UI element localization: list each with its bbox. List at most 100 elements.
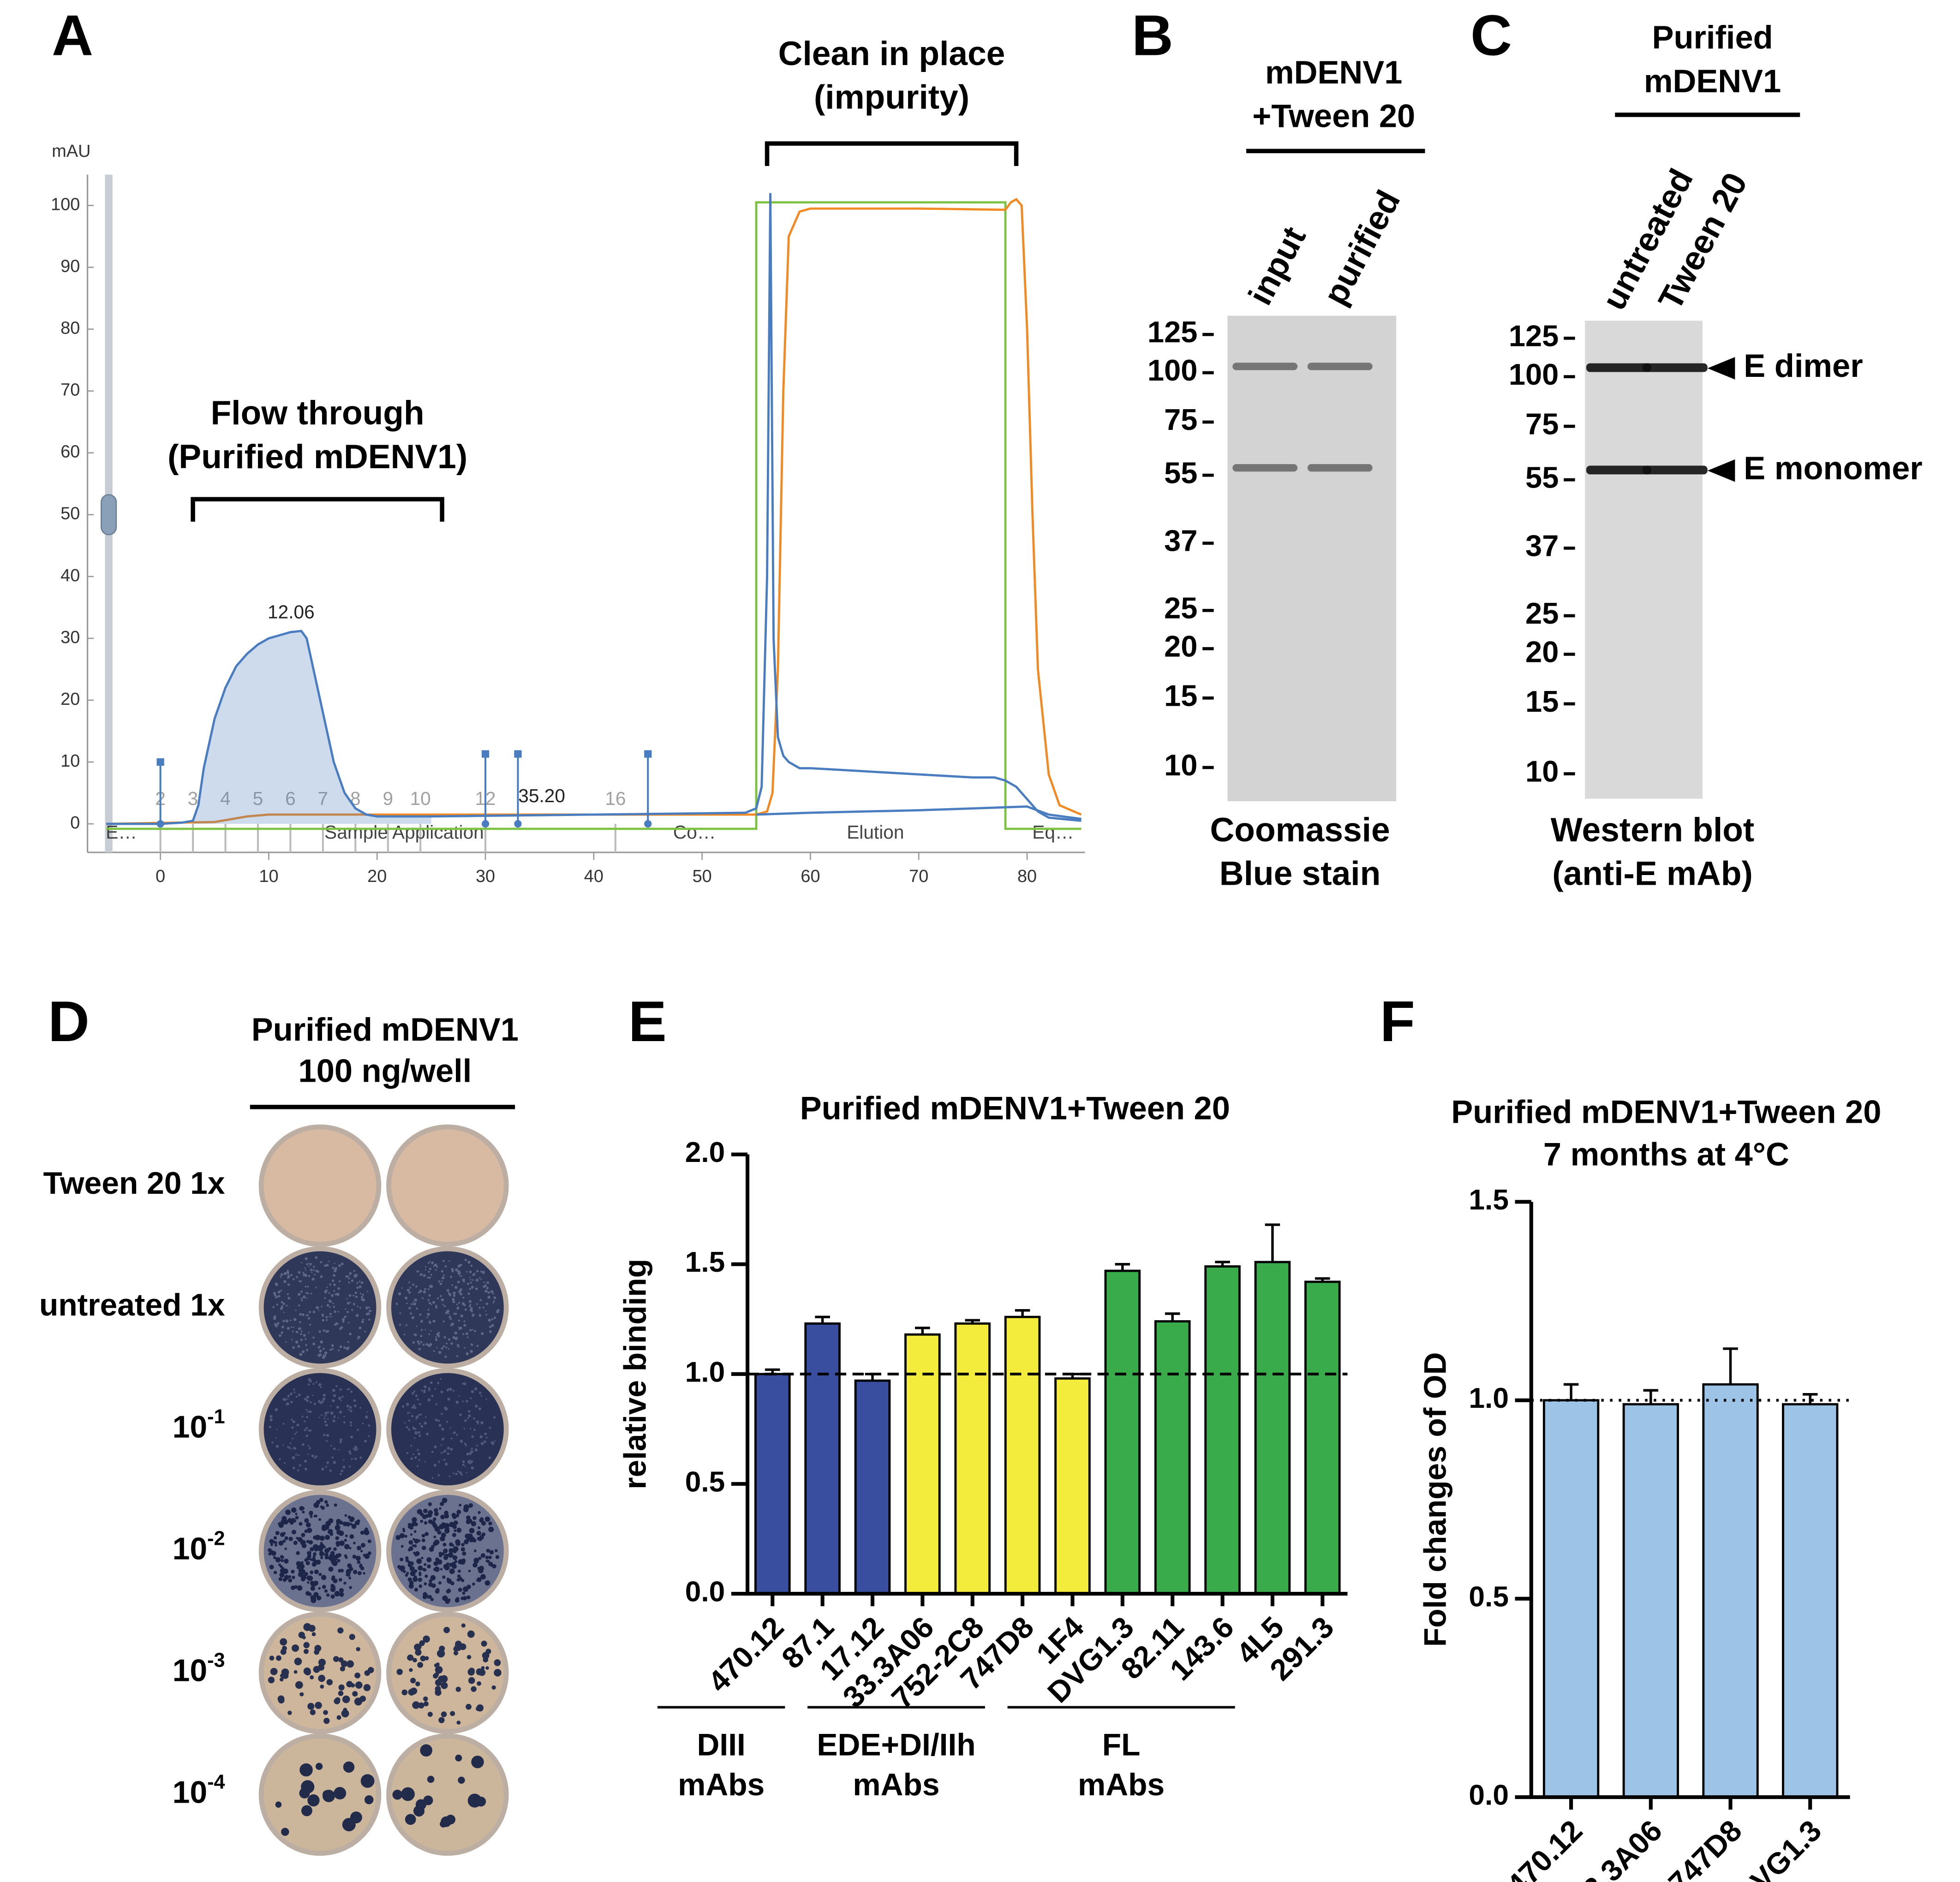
plaque: [322, 1584, 326, 1589]
plaque: [298, 1454, 299, 1456]
plaque: [417, 1448, 419, 1451]
plaque: [361, 1281, 364, 1284]
plaque: [368, 1310, 371, 1312]
plaque: [298, 1567, 304, 1573]
plaque: [443, 1548, 448, 1554]
plaque: [445, 1815, 456, 1825]
plaque: [323, 1434, 326, 1436]
plaque: [466, 1537, 470, 1542]
plaque: [323, 1394, 326, 1397]
plaque: [291, 1339, 293, 1341]
plaque: [434, 1672, 439, 1677]
plaque: [329, 1283, 331, 1286]
plaque: [277, 1290, 281, 1294]
plaque: [323, 1354, 325, 1357]
plaque: [368, 1424, 370, 1427]
plaque: [466, 1271, 468, 1273]
plaque: [321, 1467, 324, 1471]
y-axis-label: Fold changes of OD: [1418, 1352, 1452, 1647]
plaque: [368, 1318, 370, 1321]
plaque: [440, 1390, 443, 1394]
plaque: [296, 1423, 299, 1427]
plaque: [299, 1327, 302, 1330]
plaque: [353, 1542, 356, 1545]
plaque: [338, 1349, 340, 1352]
plaque: [352, 1691, 358, 1697]
plaque: [357, 1560, 361, 1564]
plaque: [333, 1290, 335, 1292]
plaque: [462, 1596, 467, 1601]
plaque: [447, 1578, 452, 1584]
plaque: [420, 1744, 433, 1757]
plaque: [363, 1684, 371, 1691]
plaque: [304, 1572, 308, 1576]
plaque: [435, 1306, 438, 1309]
plaque: [346, 1298, 348, 1300]
plaque: [338, 1264, 341, 1267]
plaque: [468, 1569, 471, 1572]
plaque: [275, 1437, 276, 1439]
plaque: [476, 1270, 479, 1273]
plaque: [446, 1589, 450, 1594]
y-tick-label: 50: [60, 504, 80, 524]
row-label-exp: -1: [207, 1406, 225, 1428]
plaque: [350, 1435, 353, 1439]
plaque: [446, 1421, 448, 1423]
plaque: [427, 1309, 430, 1311]
plaque: [293, 1466, 295, 1470]
plaque: [485, 1314, 488, 1316]
ladder-label: 15: [1525, 685, 1559, 718]
plaque: [272, 1540, 275, 1544]
plaque: [343, 1421, 346, 1423]
plaque: [485, 1310, 487, 1312]
plaque: [315, 1514, 318, 1518]
plaque: [332, 1399, 335, 1402]
plaque: [441, 1270, 444, 1273]
plaque: [420, 1519, 424, 1523]
plaque: [415, 1649, 422, 1656]
gel-title: mDENV1: [1644, 63, 1781, 99]
gel-band: [1586, 363, 1651, 372]
plaque: [452, 1336, 455, 1339]
ladder-label: 75: [1525, 407, 1559, 441]
plaque: [439, 1554, 442, 1558]
plaque: [296, 1566, 299, 1569]
plaque: [429, 1268, 432, 1270]
plaque: [349, 1332, 352, 1335]
plaque: [280, 1649, 287, 1655]
plaque: [295, 1340, 299, 1344]
plaque: [351, 1279, 354, 1282]
plaque: [353, 1447, 355, 1450]
plaque: [305, 1338, 307, 1340]
bar: [1782, 1403, 1839, 1799]
gel-band: [1307, 363, 1373, 370]
gel-caption: Coomassie: [1210, 811, 1390, 849]
plaque: [284, 1536, 288, 1540]
plaque: [473, 1549, 477, 1552]
plaque: [304, 1669, 311, 1676]
y-tick-label: 30: [60, 628, 80, 647]
plaque: [351, 1309, 353, 1311]
plaque: [428, 1595, 432, 1599]
plaque: [488, 1561, 493, 1566]
injection-marker: [156, 758, 164, 828]
plaque: [418, 1414, 420, 1416]
plaque: [430, 1304, 432, 1305]
plaque: [458, 1264, 461, 1268]
plaque: [462, 1591, 466, 1595]
plaque: [441, 1347, 444, 1350]
plaque: [471, 1686, 477, 1692]
plaque: [451, 1284, 454, 1286]
plaque: [450, 1275, 453, 1278]
plaque: [434, 1388, 436, 1390]
plaque: [478, 1511, 481, 1514]
plaque: [334, 1503, 337, 1507]
plaque: [492, 1292, 494, 1295]
plaque: [478, 1423, 479, 1425]
plaque: [330, 1594, 335, 1599]
plaque: [313, 1403, 316, 1406]
injection-base: [644, 820, 652, 828]
plaque: [476, 1796, 486, 1807]
plaque: [414, 1437, 416, 1439]
plaque: [443, 1305, 446, 1308]
